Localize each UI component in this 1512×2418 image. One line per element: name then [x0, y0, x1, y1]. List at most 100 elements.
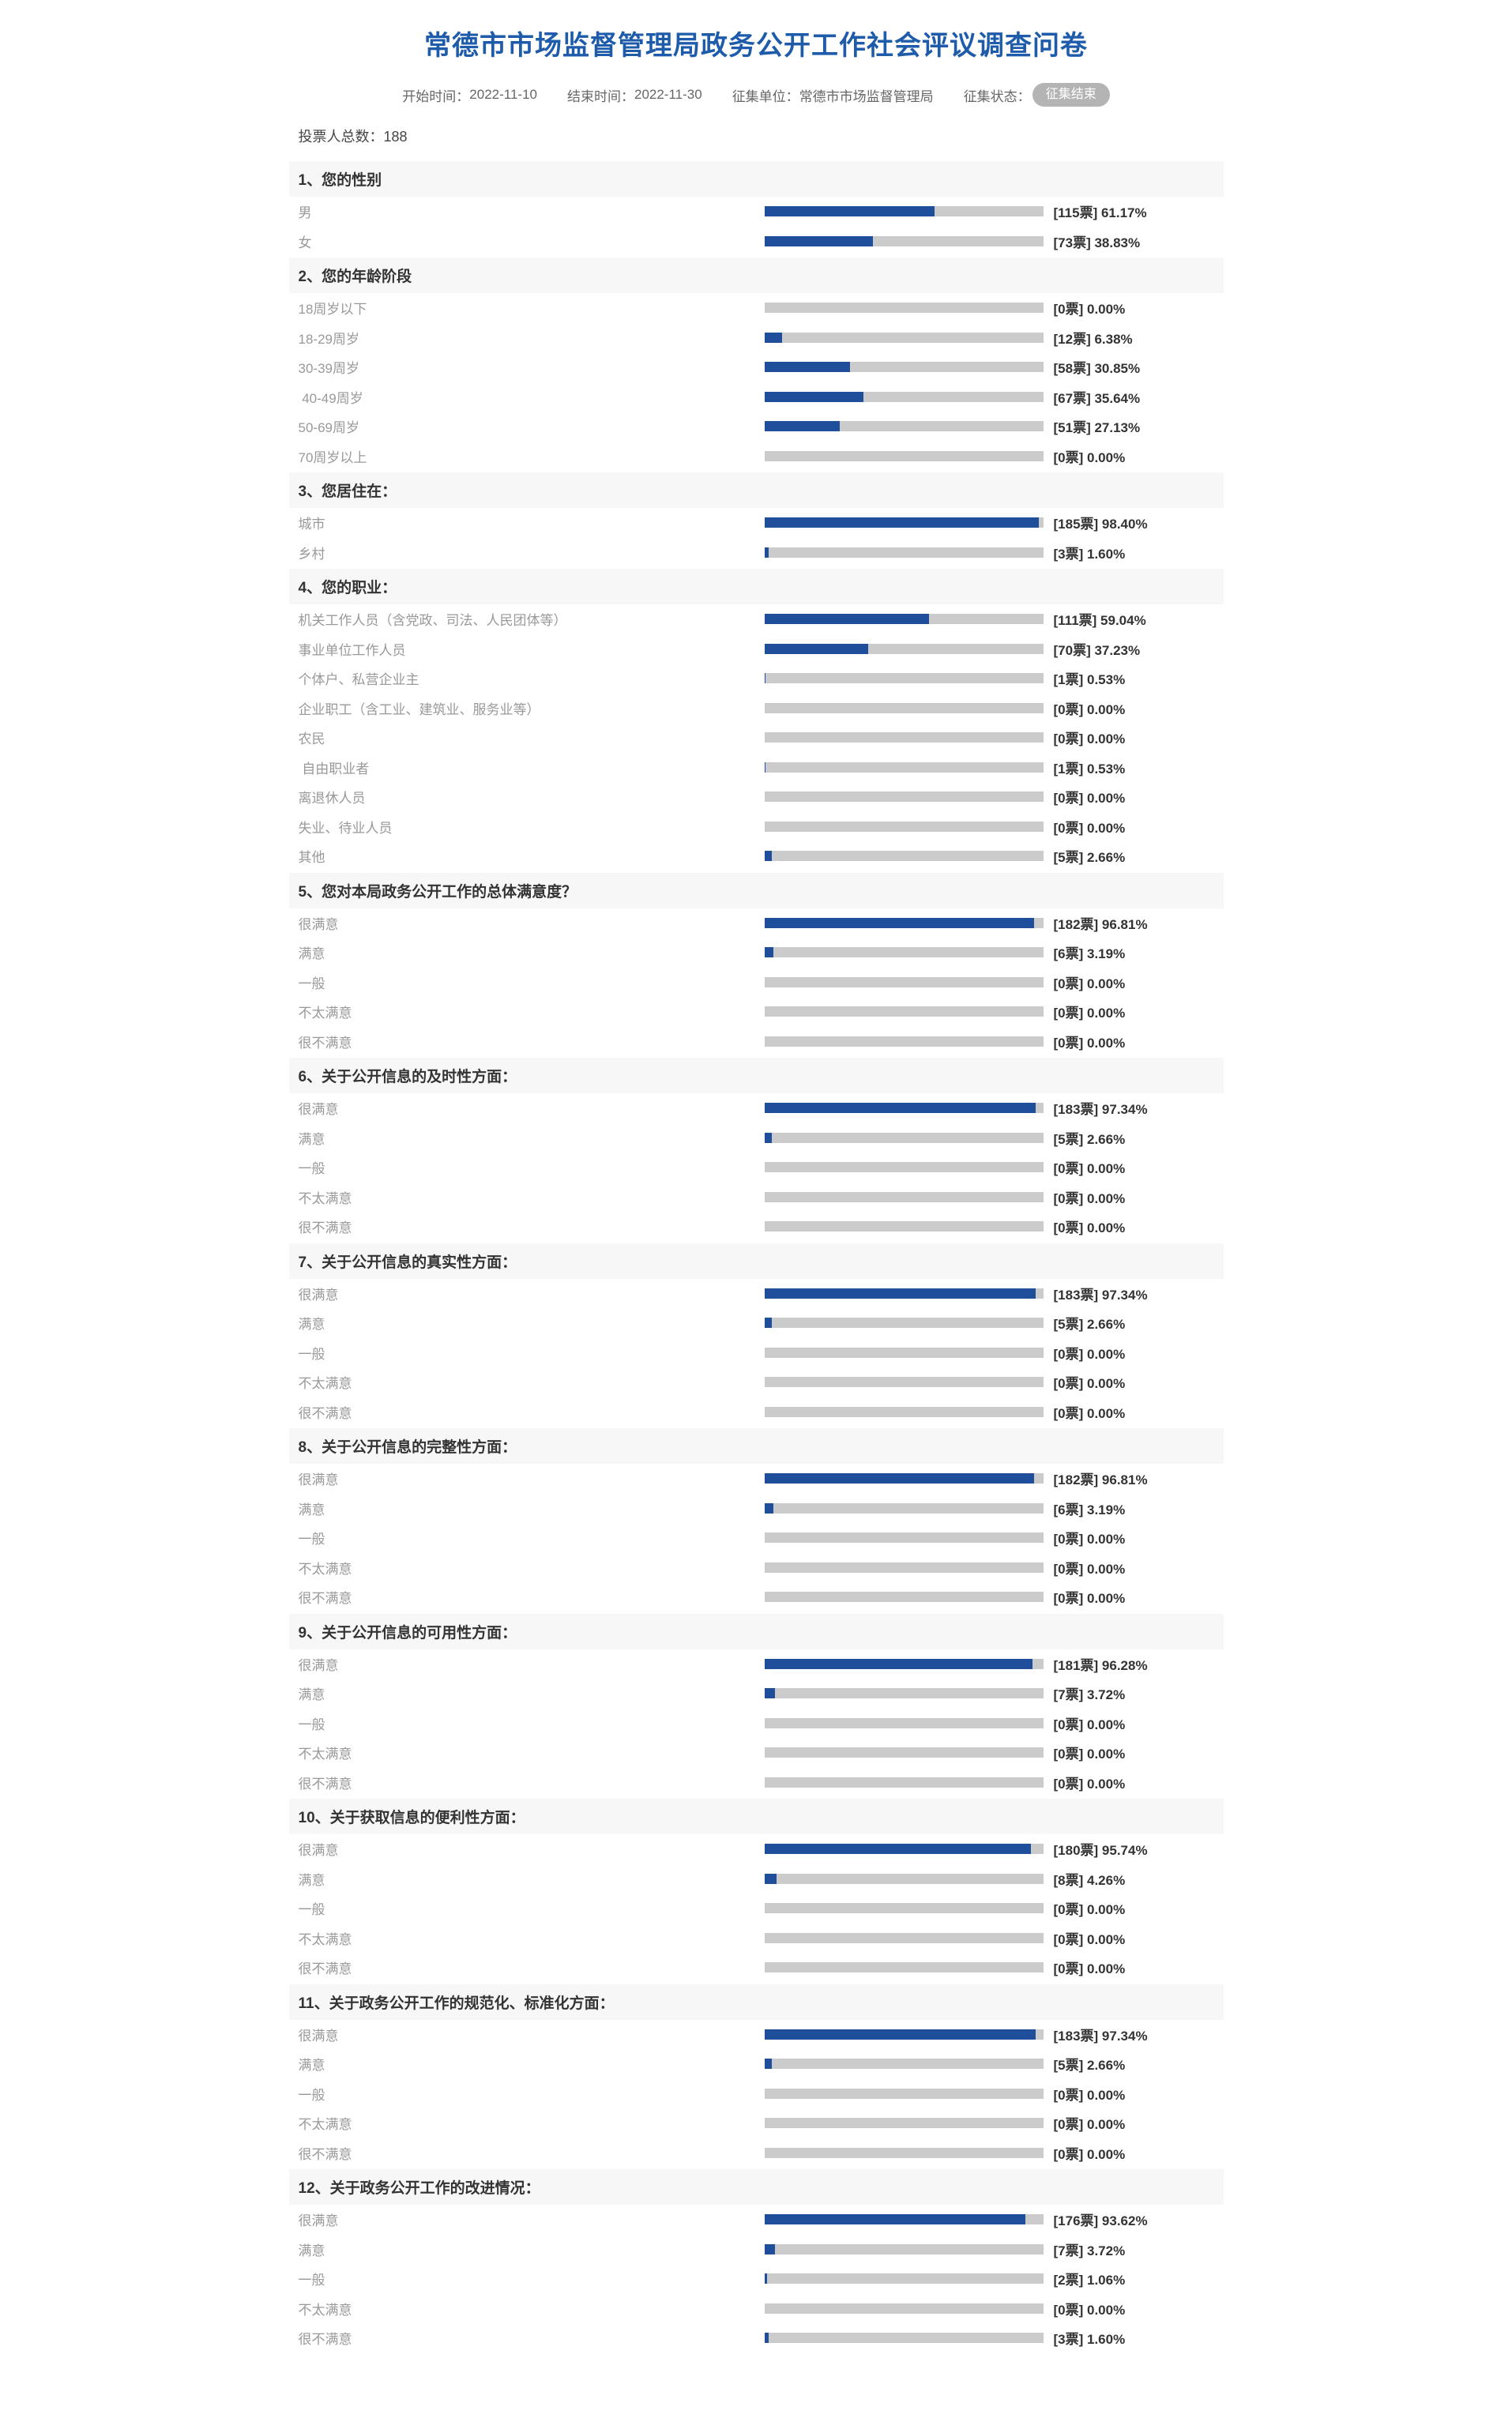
option-label: 很不满意	[298, 1405, 352, 1421]
option-bar-fill	[764, 1473, 1035, 1484]
option-label: 乡村	[298, 546, 325, 562]
option-label: 不太满意	[298, 1931, 352, 1947]
option-bar-fill	[764, 547, 769, 558]
option-bar-track	[764, 732, 1044, 743]
option-row: 很满意 [183票] 97.34%	[289, 1093, 1224, 1123]
option-row: 女 [73票] 38.83%	[289, 227, 1224, 257]
option-row: 一般 [2票] 1.06%	[289, 2264, 1224, 2294]
option-votes: [0票] 0.00%	[1053, 2302, 1126, 2318]
option-label: 18周岁以下	[298, 302, 367, 318]
question-options: 很满意 [183票] 97.34% 满意 [5票] 2.66% 一般 [0票] …	[289, 2020, 1224, 2168]
option-bar-track	[764, 1318, 1044, 1329]
option-bar-fill	[764, 1288, 1036, 1299]
questions: 1、您的性别 男 [115票] 61.17% 女 [73票] 38.83% 2、…	[288, 161, 1224, 2353]
option-bar-track	[764, 702, 1044, 713]
option-bar-track	[764, 1191, 1044, 1202]
option-bar-track	[764, 1132, 1044, 1143]
option-row: 满意 [5票] 2.66%	[289, 2049, 1224, 2079]
option-label: 很不满意	[298, 1961, 352, 1977]
option-row: 一般 [0票] 0.00%	[289, 2079, 1224, 2109]
collection-status-label: 征集状态：	[963, 88, 1031, 104]
option-votes: [5票] 2.66%	[1053, 1131, 1126, 1147]
option-votes: [0票] 0.00%	[1053, 701, 1126, 717]
option-label: 很不满意	[298, 2146, 352, 2162]
option-row: 乡村 [3票] 1.60%	[289, 538, 1224, 568]
option-label: 满意	[298, 2058, 325, 2074]
option-row: 很满意 [180票] 95.74%	[289, 1834, 1224, 1864]
option-row: 70周岁以上 [0票] 0.00%	[289, 442, 1224, 472]
survey-meta-row: 开始时间： 2022-11-10 结束时间： 2022-11-30 征集单位： 常德市…	[0, 83, 1512, 107]
option-row: 40-49周岁 [67票] 35.64%	[289, 382, 1224, 412]
option-label: 其他	[298, 850, 325, 866]
option-row: 很满意 [176票] 93.62%	[289, 2205, 1224, 2235]
question-block: 7、关于公开信息的真实性方面： 很满意 [183票] 97.34% 满意 [5票…	[288, 1243, 1224, 1427]
question-band: 3、您居住在：	[288, 472, 1224, 508]
option-label: 男	[298, 205, 312, 221]
option-label: 农民	[298, 731, 325, 747]
question-band: 7、关于公开信息的真实性方面：	[288, 1243, 1224, 1279]
option-bar-track	[764, 206, 1044, 217]
option-bar-fill	[764, 2059, 772, 2070]
option-bar-track	[764, 1103, 1044, 1114]
option-label: 一般	[298, 976, 325, 991]
option-row: 个体户、私营企业主 [1票] 0.53%	[289, 664, 1224, 694]
option-bar-track	[764, 1473, 1044, 1484]
option-label: 自由职业者	[298, 761, 370, 777]
option-bar-track	[764, 614, 1044, 625]
option-label: 不太满意	[298, 2302, 352, 2318]
option-votes: [67票] 35.64%	[1053, 390, 1141, 406]
option-label: 不太满意	[298, 1376, 352, 1392]
option-votes: [0票] 0.00%	[1053, 2146, 1126, 2162]
question-options: 男 [115票] 61.17% 女 [73票] 38.83%	[289, 197, 1224, 256]
option-bar-track	[764, 2147, 1044, 2158]
option-bar-fill	[764, 1844, 1032, 1855]
option-votes: [0票] 0.00%	[1053, 1591, 1126, 1607]
option-row: 离退休人员 [0票] 0.00%	[289, 782, 1224, 812]
option-votes: [3票] 1.60%	[1053, 2332, 1126, 2348]
option-row: 50-69周岁 [51票] 27.13%	[289, 412, 1224, 442]
option-votes: [58票] 30.85%	[1053, 361, 1141, 377]
end-time: 结束时间： 2022-11-30	[567, 85, 702, 105]
option-label: 很满意	[298, 2213, 339, 2229]
option-bar-track	[764, 947, 1044, 958]
option-row: 30-39周岁 [58票] 30.85%	[289, 352, 1224, 382]
option-row: 男 [115票] 61.17%	[289, 197, 1224, 227]
total-voters: 投票人总数：188	[289, 126, 1224, 146]
option-bar-fill	[764, 2243, 775, 2254]
option-bar-track	[764, 1717, 1044, 1728]
option-label: 满意	[298, 1872, 325, 1888]
option-bar-track	[764, 332, 1044, 343]
question-options: 很满意 [181票] 96.28% 满意 [7票] 3.72% 一般 [0票] …	[289, 1649, 1224, 1798]
question-title: 1、您的性别	[298, 172, 382, 189]
option-label: 18-29周岁	[298, 331, 359, 347]
question-title: 11、关于政务公开工作的规范化、标准化方面：	[298, 1995, 615, 2012]
option-votes: [115票] 61.17%	[1053, 205, 1147, 221]
option-bar-track	[764, 362, 1044, 373]
question-options: 很满意 [180票] 95.74% 满意 [8票] 4.26% 一般 [0票] …	[289, 1834, 1224, 1983]
option-votes: [7票] 3.72%	[1053, 2243, 1126, 2258]
option-votes: [51票] 27.13%	[1053, 420, 1141, 436]
option-row: 18周岁以下 [0票] 0.00%	[289, 293, 1224, 323]
collection-status: 征集状态： 征集结束	[964, 83, 1110, 107]
total-voters-value: 188	[383, 129, 408, 145]
option-label: 很不满意	[298, 1776, 352, 1792]
option-row: 满意 [6票] 3.19%	[289, 938, 1224, 968]
question-band: 6、关于公开信息的及时性方面：	[288, 1058, 1224, 1093]
option-bar-track	[764, 1747, 1044, 1758]
option-votes: [182票] 96.81%	[1053, 916, 1148, 932]
option-label: 很满意	[298, 1657, 339, 1673]
option-label: 不太满意	[298, 2117, 352, 2133]
question-band: 11、关于政务公开工作的规范化、标准化方面：	[288, 1984, 1224, 2020]
question-title: 4、您的职业：	[298, 580, 397, 596]
option-votes: [6票] 3.19%	[1053, 946, 1126, 962]
option-bar-track	[764, 2118, 1044, 2129]
option-row: 企业职工（含工业、建筑业、服务业等） [0票] 0.00%	[289, 694, 1224, 724]
option-votes: [5票] 2.66%	[1053, 850, 1126, 866]
option-votes: [0票] 0.00%	[1053, 1405, 1126, 1421]
option-votes: [0票] 0.00%	[1053, 1346, 1126, 1362]
option-bar-track	[764, 1658, 1044, 1669]
option-label: 很满意	[298, 1102, 339, 1118]
question-band: 12、关于政务公开工作的改进情况：	[288, 2169, 1224, 2205]
option-votes: [1票] 0.53%	[1053, 761, 1126, 777]
option-bar-track	[764, 2059, 1044, 2070]
